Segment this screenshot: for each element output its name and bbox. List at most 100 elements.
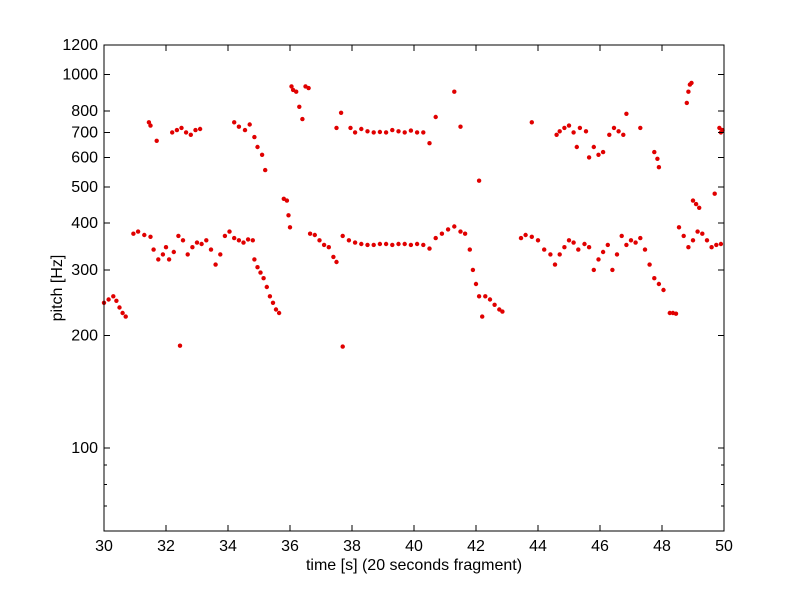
- pitch-point: [120, 310, 125, 316]
- y-tick-label: 1000: [62, 67, 98, 84]
- pitch-point: [267, 294, 273, 299]
- pitch-point: [383, 241, 389, 247]
- pitch-point: [414, 130, 420, 135]
- pitch-point: [326, 245, 331, 250]
- pitch-point: [287, 225, 293, 230]
- pitch-point: [638, 125, 643, 131]
- pitch-point: [600, 249, 606, 255]
- pitch-point: [628, 238, 634, 243]
- pitch-point: [352, 130, 358, 135]
- pitch-point: [562, 245, 567, 250]
- pitch-point: [718, 241, 724, 247]
- pitch-point: [204, 238, 209, 243]
- pitch-point: [183, 130, 189, 135]
- y-tick-label: 800: [71, 103, 98, 120]
- pitch-point: [487, 297, 493, 302]
- pitch-point: [473, 281, 479, 287]
- pitch-point: [114, 298, 119, 303]
- pitch-point: [408, 242, 414, 248]
- pitch-point: [492, 302, 497, 307]
- pitch-point: [689, 80, 694, 86]
- pitch-point: [180, 238, 186, 243]
- pitch-point: [338, 110, 344, 116]
- pitch-point: [673, 311, 679, 316]
- x-tick-label: 42: [467, 538, 485, 555]
- pitch-point: [232, 120, 237, 125]
- y-axis-label: pitch [Hz]: [49, 255, 66, 322]
- pitch-point: [433, 235, 438, 241]
- pitch-point: [352, 240, 358, 245]
- pitch-point: [500, 309, 505, 314]
- pitch-point: [467, 247, 472, 252]
- pitch-point: [176, 233, 181, 239]
- pitch-point: [681, 233, 686, 239]
- pitch-point: [610, 267, 615, 273]
- pitch-point: [566, 123, 572, 128]
- pitch-point: [160, 252, 166, 257]
- x-axis-ticks: 30 32 34 36 38 40 42 44 46 48 50: [95, 45, 733, 555]
- pitch-point: [371, 130, 376, 135]
- pitch-point: [340, 233, 345, 239]
- pitch-point: [255, 265, 260, 270]
- pitch-point: [652, 276, 657, 281]
- pitch-point: [245, 237, 251, 242]
- y-axis-ticks: 100 200 300 400 500 600 700 800 1000 1200: [62, 37, 724, 507]
- x-tick-label: 32: [157, 538, 175, 555]
- x-tick-label: 44: [529, 538, 547, 555]
- pitch-point: [300, 116, 305, 122]
- pitch-point: [261, 276, 266, 281]
- pitch-point: [174, 127, 180, 133]
- pitch-point: [427, 141, 432, 146]
- pitch-point: [170, 130, 175, 135]
- pitch-point: [222, 233, 228, 239]
- pitch-point: [582, 241, 587, 247]
- pitch-point: [346, 238, 352, 243]
- pitch-point: [535, 238, 541, 243]
- pitch-point: [334, 125, 339, 131]
- y-tick-label: 600: [71, 149, 98, 166]
- y-tick-label: 200: [71, 328, 98, 345]
- pitch-point: [529, 120, 534, 125]
- pitch-point: [270, 300, 276, 305]
- x-tick-label: 50: [715, 538, 733, 555]
- pitch-point: [255, 144, 260, 150]
- y-tick-label: 1200: [62, 37, 98, 54]
- pitch-point: [483, 294, 488, 299]
- pitch-point: [252, 134, 257, 140]
- y-tick-label: 100: [71, 440, 98, 457]
- x-tick-label: 30: [95, 538, 113, 555]
- pitch-point: [179, 125, 184, 131]
- pitch-point: [591, 267, 596, 273]
- pitch-point: [331, 254, 336, 260]
- pitch-point: [252, 257, 257, 262]
- pitch-point: [286, 213, 291, 218]
- pitch-point: [264, 284, 269, 290]
- pitch-point: [156, 257, 161, 262]
- pitch-point: [462, 231, 468, 236]
- pitch-point: [408, 128, 414, 133]
- pitch-point: [690, 238, 696, 243]
- pitch-point: [142, 232, 147, 238]
- pitch-point: [241, 240, 246, 245]
- pitch-point: [621, 132, 626, 137]
- pitch-point: [619, 233, 624, 239]
- plot-area-frame: [103, 44, 725, 532]
- pitch-point: [263, 167, 268, 173]
- pitch-point: [194, 240, 200, 245]
- pitch-point: [445, 227, 451, 232]
- pitch-point: [571, 240, 576, 245]
- x-tick-label: 40: [405, 538, 423, 555]
- pitch-point: [624, 242, 629, 248]
- pitch-point: [402, 130, 407, 135]
- pitch-point: [614, 252, 620, 257]
- pitch-point: [518, 235, 524, 241]
- pitch-point: [306, 85, 311, 91]
- pitch-point: [656, 165, 662, 170]
- x-tick-label: 38: [343, 538, 361, 555]
- pitch-point: [690, 198, 696, 203]
- y-tick-label: 500: [71, 179, 98, 196]
- pitch-point: [647, 262, 652, 267]
- pitch-point: [480, 314, 485, 319]
- pitch-point: [583, 129, 589, 134]
